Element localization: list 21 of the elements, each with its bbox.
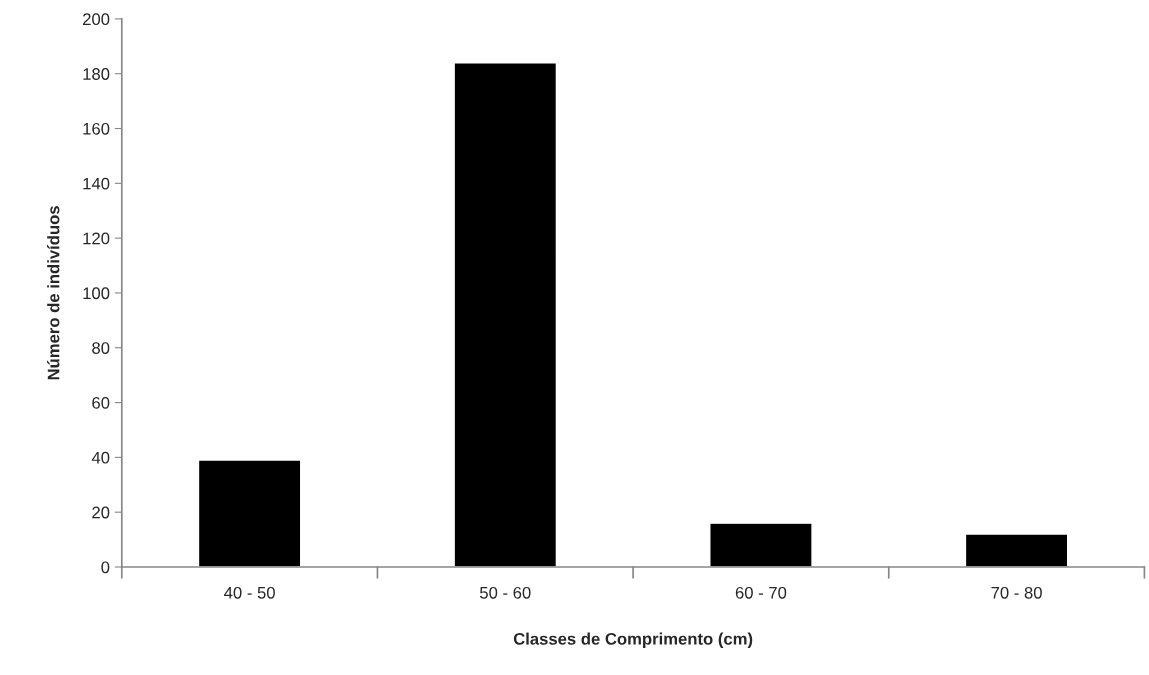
y-tick-label: 60 [92, 396, 110, 409]
y-tick-label: 120 [83, 232, 110, 245]
y-tick-label: 200 [83, 13, 110, 26]
x-tick-label: 70 - 80 [991, 586, 1042, 599]
y-tick-label: 160 [83, 122, 110, 135]
bar [709, 522, 813, 567]
y-tick-label: 40 [91, 451, 110, 464]
x-axis-title: Classes de Comprimento (cm) [513, 632, 753, 649]
y-axis-title: Número de indivíduos [47, 206, 60, 380]
x-tick-label: 50 - 60 [480, 586, 531, 599]
y-tick-label: 0 [101, 561, 110, 574]
y-tick-label: 100 [83, 287, 110, 300]
y-tick-label: 140 [83, 177, 110, 190]
bar [197, 459, 302, 567]
bar [964, 533, 1069, 567]
y-tick-label: 80 [92, 342, 110, 354]
bar [453, 62, 558, 567]
x-tick-label: 40 - 50 [224, 586, 275, 599]
x-tick-label: 60 - 70 [735, 586, 787, 599]
y-tick-label: 180 [83, 68, 110, 80]
y-tick-label: 20 [92, 506, 110, 519]
